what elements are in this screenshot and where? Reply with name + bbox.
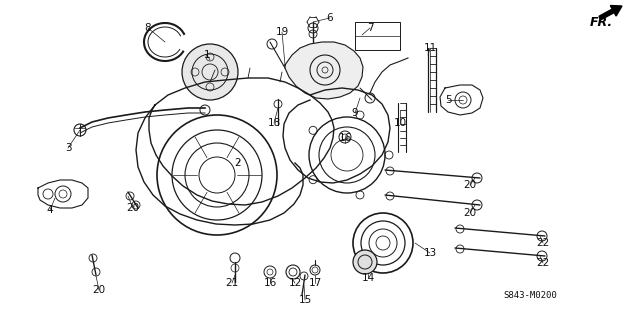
Text: 7: 7 xyxy=(367,23,373,33)
Text: 22: 22 xyxy=(537,238,549,248)
Text: 21: 21 xyxy=(225,278,239,288)
Text: 22: 22 xyxy=(537,258,549,268)
Text: 20: 20 xyxy=(463,208,477,218)
Text: S843-M0200: S843-M0200 xyxy=(503,291,557,300)
FancyArrow shape xyxy=(599,5,622,20)
Text: 1: 1 xyxy=(204,50,211,60)
Text: 14: 14 xyxy=(361,273,375,283)
Text: 6: 6 xyxy=(327,13,333,23)
Circle shape xyxy=(182,44,238,100)
Text: 9: 9 xyxy=(352,108,359,118)
Text: 18: 18 xyxy=(267,118,281,128)
Text: 16: 16 xyxy=(338,133,352,143)
Text: FR.: FR. xyxy=(590,15,613,28)
Text: 20: 20 xyxy=(93,285,105,295)
Text: 15: 15 xyxy=(299,295,311,305)
Text: 4: 4 xyxy=(47,205,54,215)
Circle shape xyxy=(353,250,377,274)
Text: 12: 12 xyxy=(288,278,302,288)
Text: 20: 20 xyxy=(126,203,140,213)
Text: 16: 16 xyxy=(263,278,277,288)
Text: 2: 2 xyxy=(235,158,241,168)
Text: 5: 5 xyxy=(445,95,451,105)
Text: 3: 3 xyxy=(64,143,71,153)
Text: 19: 19 xyxy=(276,27,288,37)
Text: 13: 13 xyxy=(424,248,436,258)
Text: 8: 8 xyxy=(145,23,151,33)
Text: 10: 10 xyxy=(394,118,406,128)
Text: 17: 17 xyxy=(308,278,322,288)
Bar xyxy=(355,22,400,50)
Polygon shape xyxy=(285,42,363,99)
Text: 11: 11 xyxy=(424,43,436,53)
Text: 20: 20 xyxy=(463,180,477,190)
